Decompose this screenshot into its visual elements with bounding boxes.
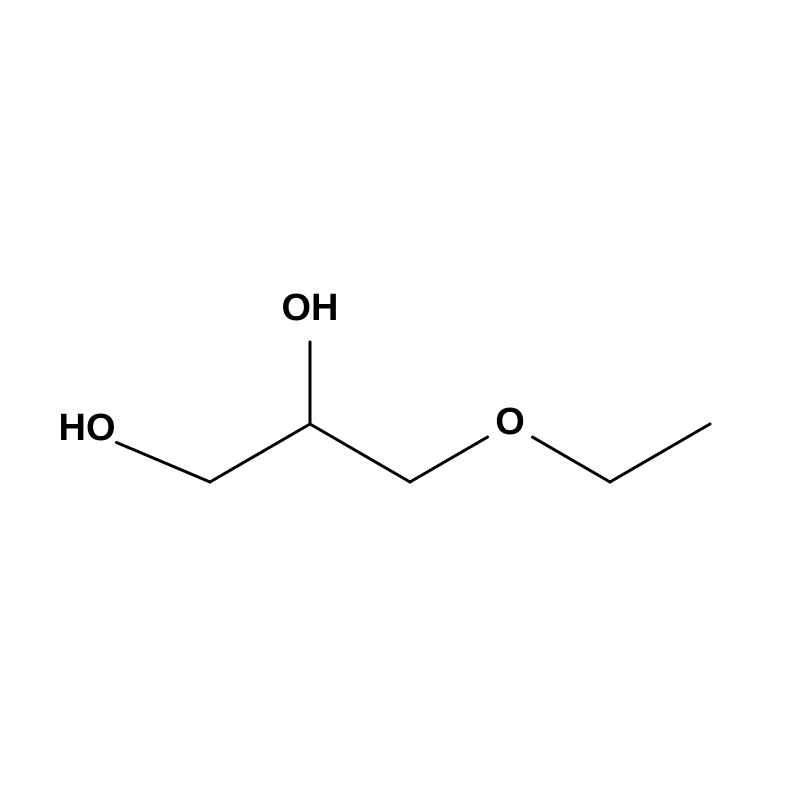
molecule-diagram: HO OH O [0, 0, 800, 800]
atom-label: OH [282, 287, 339, 329]
atom-label: O [495, 401, 525, 443]
diagram-background [0, 0, 800, 800]
atom-label: HO [59, 407, 116, 449]
